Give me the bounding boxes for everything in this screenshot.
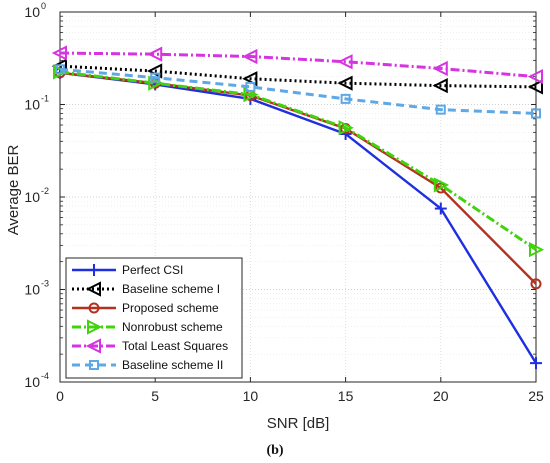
legend-marker — [88, 264, 100, 276]
x-tick-label: 0 — [56, 388, 64, 404]
data-point — [527, 79, 543, 95]
data-point — [51, 45, 67, 61]
y-tick-exponent: -4 — [41, 371, 49, 381]
data-point — [242, 48, 258, 65]
data-point — [529, 241, 545, 258]
x-tick-label: 10 — [243, 388, 259, 404]
legend-label: Proposed scheme — [122, 301, 219, 315]
series-line — [59, 51, 537, 79]
series-5 — [55, 64, 541, 119]
figure-caption: (b) — [266, 443, 283, 458]
data-point — [435, 104, 446, 115]
data-point — [53, 64, 69, 80]
data-point — [242, 71, 258, 87]
x-tick-label: 15 — [338, 388, 354, 404]
y-tick-label: 10 — [24, 189, 40, 205]
data-point — [434, 202, 447, 215]
data-point — [527, 69, 543, 85]
data-point — [245, 81, 256, 92]
legend-label: Nonrobust scheme — [122, 320, 223, 334]
x-axis-label: SNR [dB] — [267, 415, 330, 432]
y-tick-label: 10 — [24, 4, 40, 20]
legend-label: Perfect CSI — [122, 263, 183, 277]
legend-box — [65, 257, 243, 379]
y-tick-label: 10 — [24, 282, 40, 298]
legend-marker — [88, 302, 100, 314]
legend-marker — [87, 319, 103, 335]
y-tick-exponent: -1 — [41, 94, 49, 104]
legend-marker — [89, 360, 99, 370]
x-tick-label: 20 — [433, 388, 449, 404]
y-tick-label: 10 — [24, 97, 40, 113]
series-4 — [51, 45, 543, 85]
y-tick-exponent: -3 — [41, 279, 49, 289]
data-point — [148, 75, 164, 91]
y-tick-exponent: 0 — [41, 1, 46, 11]
legend-label: Total Least Squares — [122, 339, 228, 353]
data-point — [338, 120, 354, 136]
data-point — [55, 64, 65, 75]
x-tick-label: 5 — [151, 388, 159, 404]
legend-marker — [85, 281, 101, 297]
legend-label: Baseline scheme II — [122, 358, 223, 372]
data-point — [146, 46, 163, 62]
legend: Perfect CSI Baseline scheme I Proposed sch… — [65, 257, 243, 379]
series-line — [59, 67, 537, 115]
data-point — [432, 60, 448, 77]
series-layer — [51, 45, 545, 370]
data-point — [530, 278, 542, 290]
data-point — [150, 72, 161, 83]
x-tick-label: 25 — [528, 388, 544, 404]
data-point — [433, 177, 450, 193]
data-point — [337, 54, 353, 70]
y-axis-label: Average BER — [5, 145, 22, 236]
y-tick-exponent: -2 — [41, 186, 49, 196]
data-point — [530, 357, 542, 370]
legend-marker — [85, 338, 101, 354]
data-point — [432, 78, 448, 94]
data-point — [340, 93, 351, 104]
data-point — [531, 108, 541, 119]
y-tick-label: 10 — [24, 374, 40, 390]
series-line — [59, 70, 537, 251]
data-point — [337, 75, 353, 91]
legend-label: Baseline scheme I — [122, 282, 220, 296]
axes — [59, 11, 537, 383]
